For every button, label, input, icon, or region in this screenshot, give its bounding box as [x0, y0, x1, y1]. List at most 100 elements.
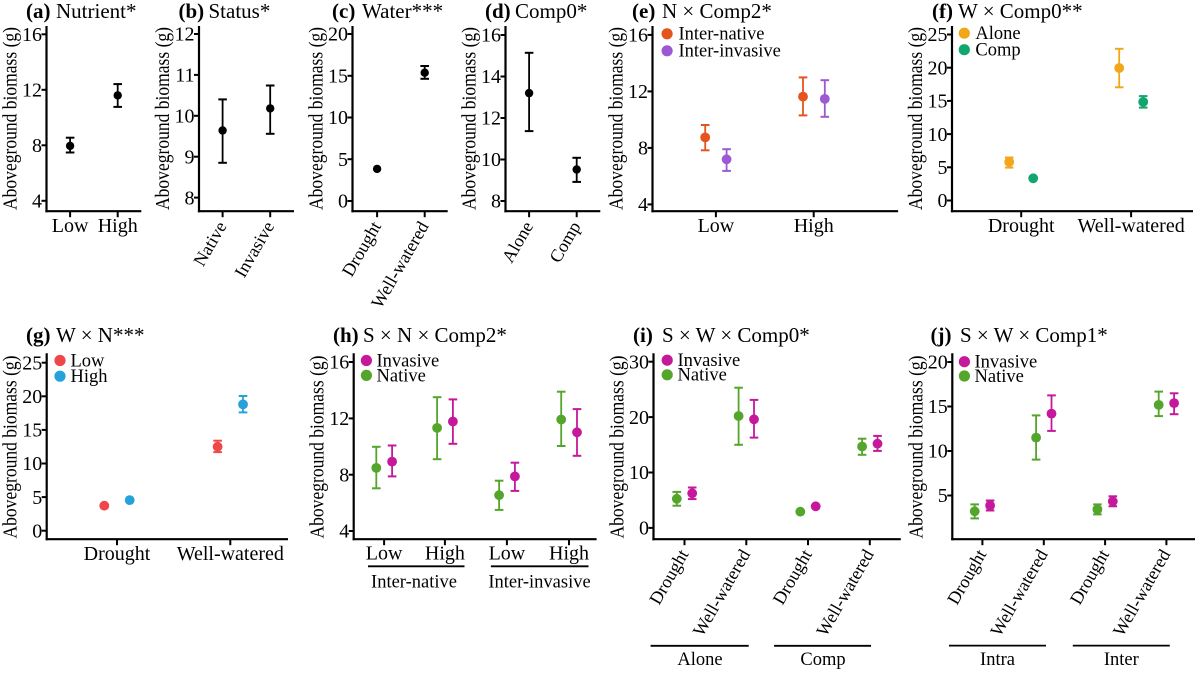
- svg-text:(j): (j): [931, 323, 952, 347]
- svg-text:14: 14: [481, 66, 501, 88]
- svg-text:0: 0: [338, 191, 348, 213]
- svg-text:W × Comp0**: W × Comp0**: [958, 0, 1083, 23]
- svg-text:12: 12: [628, 81, 648, 103]
- svg-text:10: 10: [629, 462, 649, 484]
- svg-text:(a): (a): [26, 0, 51, 23]
- svg-text:Inter: Inter: [1104, 650, 1139, 670]
- svg-text:Aboveground biomass (g): Aboveground biomass (g): [0, 27, 22, 210]
- svg-text:5: 5: [938, 485, 948, 507]
- svg-text:10: 10: [328, 107, 348, 129]
- svg-text:Inter-invasive: Inter-invasive: [679, 42, 781, 62]
- svg-text:Invasive: Invasive: [377, 351, 440, 371]
- svg-text:(c): (c): [332, 0, 355, 23]
- svg-text:20: 20: [928, 57, 948, 79]
- svg-text:12: 12: [22, 80, 42, 102]
- svg-text:Aboveground biomass (g): Aboveground biomass (g): [459, 27, 481, 210]
- svg-text:Inter-native: Inter-native: [679, 25, 765, 45]
- svg-text:Drought: Drought: [84, 543, 151, 565]
- svg-text:Comp: Comp: [975, 41, 1020, 61]
- svg-text:Aboveground biomass (g): Aboveground biomass (g): [307, 356, 329, 539]
- svg-text:High: High: [794, 215, 834, 237]
- svg-text:Comp0*: Comp0*: [515, 0, 587, 23]
- svg-text:Water***: Water***: [362, 0, 443, 23]
- svg-text:Well-watered: Well-watered: [1077, 215, 1184, 237]
- svg-text:Low: Low: [366, 543, 403, 565]
- svg-text:Invasive: Invasive: [678, 351, 741, 371]
- svg-text:9: 9: [185, 146, 195, 168]
- svg-text:4: 4: [638, 194, 648, 216]
- svg-text:15: 15: [928, 91, 948, 113]
- svg-text:(i): (i): [633, 323, 653, 347]
- svg-text:Aboveground biomass (g): Aboveground biomass (g): [306, 27, 328, 210]
- svg-text:High: High: [425, 543, 465, 565]
- svg-text:15: 15: [22, 420, 42, 442]
- svg-text:16: 16: [628, 25, 648, 47]
- svg-text:Native: Native: [377, 366, 426, 386]
- svg-text:10: 10: [22, 453, 42, 475]
- svg-text:20: 20: [629, 407, 649, 429]
- svg-text:Aboveground biomass (g): Aboveground biomass (g): [152, 27, 174, 210]
- svg-text:5: 5: [938, 157, 948, 179]
- svg-text:16: 16: [22, 24, 42, 46]
- svg-text:Aboveground biomass (g): Aboveground biomass (g): [905, 27, 927, 210]
- svg-text:S × W × Comp1*: S × W × Comp1*: [960, 323, 1108, 347]
- svg-text:Alone: Alone: [975, 24, 1020, 44]
- svg-text:4: 4: [32, 191, 42, 213]
- svg-text:10: 10: [175, 106, 195, 128]
- svg-text:Invasive: Invasive: [975, 353, 1038, 373]
- svg-text:Well-watered: Well-watered: [177, 543, 284, 565]
- svg-text:16: 16: [481, 25, 501, 47]
- svg-text:30: 30: [629, 351, 649, 373]
- svg-text:(f): (f): [932, 0, 953, 23]
- svg-text:Native: Native: [678, 366, 727, 386]
- svg-text:Drought: Drought: [988, 215, 1055, 237]
- svg-text:20: 20: [328, 24, 348, 46]
- svg-text:Nutrient*: Nutrient*: [56, 0, 136, 23]
- svg-text:(b): (b): [179, 0, 205, 23]
- svg-text:Inter-invasive: Inter-invasive: [488, 572, 590, 592]
- svg-text:16: 16: [329, 352, 349, 374]
- svg-text:8: 8: [185, 187, 195, 209]
- svg-text:Low: Low: [52, 215, 89, 237]
- svg-text:5: 5: [32, 487, 42, 509]
- svg-text:15: 15: [328, 66, 348, 88]
- svg-text:(g): (g): [26, 323, 51, 347]
- svg-text:Status*: Status*: [209, 0, 271, 23]
- svg-text:5: 5: [338, 149, 348, 171]
- svg-text:Aboveground biomass (g): Aboveground biomass (g): [905, 356, 927, 539]
- svg-text:Native: Native: [975, 367, 1024, 387]
- svg-text:Aboveground biomass (g): Aboveground biomass (g): [607, 356, 629, 539]
- svg-text:S × W × Comp0*: S × W × Comp0*: [662, 323, 810, 347]
- svg-text:N × Comp2*: N × Comp2*: [662, 0, 772, 23]
- svg-text:W × N***: W × N***: [56, 323, 144, 347]
- svg-text:10: 10: [481, 149, 501, 171]
- svg-text:0: 0: [938, 190, 948, 212]
- svg-text:15: 15: [928, 396, 948, 418]
- svg-text:High: High: [549, 543, 589, 565]
- svg-text:S × N × Comp2*: S × N × Comp2*: [363, 323, 507, 347]
- svg-text:(d): (d): [485, 0, 511, 23]
- svg-text:Low: Low: [71, 351, 106, 371]
- svg-text:Aboveground biomass (g): Aboveground biomass (g): [606, 27, 628, 210]
- svg-text:12: 12: [175, 24, 195, 46]
- svg-text:Intra: Intra: [980, 650, 1015, 670]
- svg-text:25: 25: [22, 352, 42, 374]
- svg-text:8: 8: [339, 464, 349, 486]
- svg-text:10: 10: [928, 124, 948, 146]
- svg-text:12: 12: [329, 408, 349, 430]
- svg-text:25: 25: [928, 24, 948, 46]
- svg-text:0: 0: [32, 520, 42, 542]
- svg-text:Comp: Comp: [800, 650, 845, 670]
- svg-text:High: High: [98, 215, 138, 237]
- svg-text:8: 8: [638, 138, 648, 160]
- svg-text:20: 20: [22, 386, 42, 408]
- svg-text:8: 8: [491, 191, 501, 213]
- svg-text:Low: Low: [698, 215, 735, 237]
- svg-text:(e): (e): [632, 0, 655, 23]
- svg-text:8: 8: [32, 135, 42, 157]
- svg-text:Alone: Alone: [677, 650, 722, 670]
- svg-text:Inter-native: Inter-native: [371, 572, 457, 592]
- svg-text:10: 10: [928, 441, 948, 463]
- svg-text:4: 4: [339, 521, 349, 543]
- svg-text:0: 0: [639, 518, 649, 540]
